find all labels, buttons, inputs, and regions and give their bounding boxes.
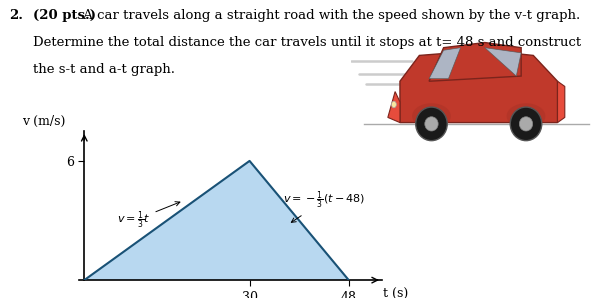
Ellipse shape <box>510 107 542 141</box>
Ellipse shape <box>416 107 447 141</box>
Ellipse shape <box>425 117 438 131</box>
Polygon shape <box>388 91 400 122</box>
Text: Determine the total distance the car travels until it stops at t= 48 s and const: Determine the total distance the car tra… <box>33 36 581 49</box>
Text: t (s): t (s) <box>384 288 408 298</box>
Ellipse shape <box>391 101 396 108</box>
Polygon shape <box>84 161 348 280</box>
Polygon shape <box>400 50 558 122</box>
Text: the s-t and a-t graph.: the s-t and a-t graph. <box>33 63 175 76</box>
Polygon shape <box>429 43 521 81</box>
Polygon shape <box>558 81 565 122</box>
Polygon shape <box>485 48 521 76</box>
Text: $v = \frac{1}{3}t$: $v = \frac{1}{3}t$ <box>117 202 180 231</box>
Text: $v = -\frac{1}{3}(t-48)$: $v = -\frac{1}{3}(t-48)$ <box>282 190 365 222</box>
Ellipse shape <box>507 103 545 129</box>
Ellipse shape <box>519 117 533 131</box>
Text: A car travels along a straight road with the speed shown by the v-t graph.: A car travels along a straight road with… <box>79 9 580 22</box>
Polygon shape <box>429 48 461 79</box>
Text: v (m/s): v (m/s) <box>22 115 65 128</box>
Text: 2.: 2. <box>9 9 23 22</box>
Ellipse shape <box>412 103 451 129</box>
Text: (20 pts.): (20 pts.) <box>33 9 96 22</box>
